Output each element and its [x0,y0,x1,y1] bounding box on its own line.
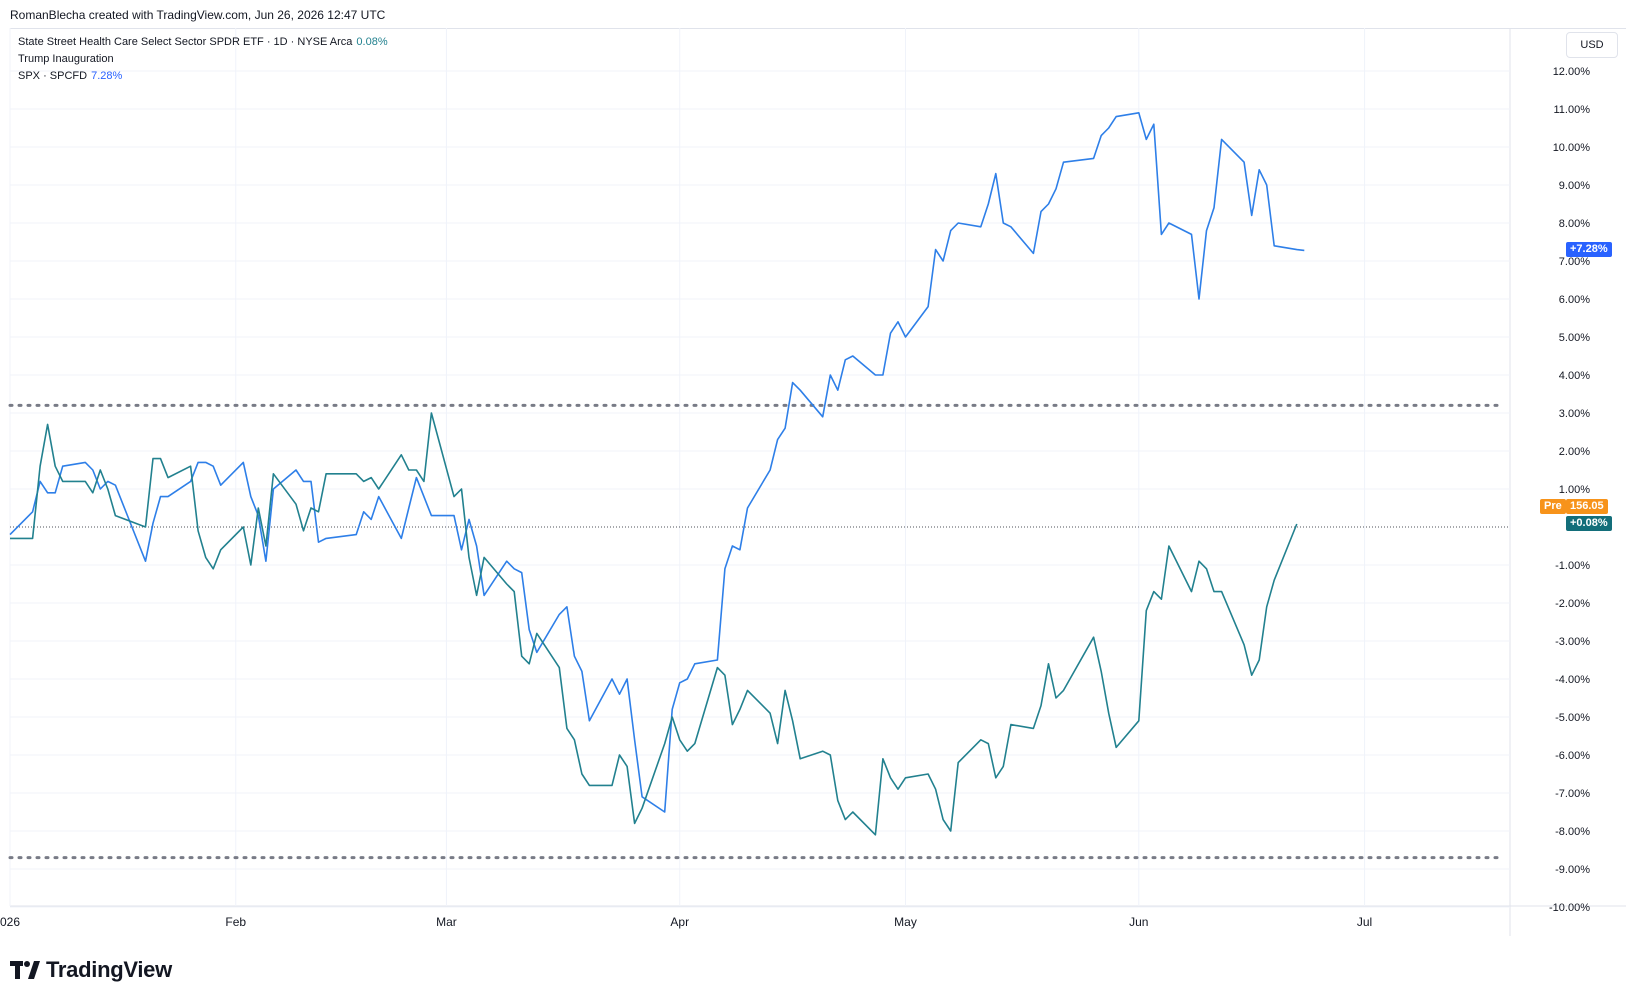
attribution-text: RomanBlecha created with TradingView.com… [10,8,386,22]
spx-last-value-tag: +7.28% [1566,242,1612,258]
y-tick-label: -5.00% [1555,712,1590,724]
legend-symbol-title: State Street Health Care Select Sector S… [18,36,353,48]
y-tick-label: 9.00% [1559,180,1590,192]
y-axis: 12.00% 11.00% 10.00% 9.00% 8.00% 7.00% 6.00% 5.… [1549,66,1590,914]
y-tick-label: -7.00% [1555,788,1590,800]
y-tick-label: 7.00% [1559,256,1590,268]
y-tick-label: -8.00% [1555,826,1590,838]
y-tick-label: 5.00% [1559,332,1590,344]
y-tick-label: -10.00% [1549,902,1590,914]
tradingview-logo-text: TradingView [46,957,172,982]
x-tick-label: Apr [670,915,689,929]
y-tick-label: 3.00% [1559,408,1590,420]
xlv-series-line [10,412,1298,836]
chart-frame[interactable] [10,28,1626,949]
series-lines [9,112,1305,836]
y-tick-label: -1.00% [1555,560,1590,572]
legend-annotation-row[interactable]: Trump Inauguration [18,51,388,68]
y-tick-label: 6.00% [1559,294,1590,306]
pre-market-price-tag: 156.05 [1566,498,1608,514]
legend-compare-value: 7.28% [91,70,123,82]
x-tick-label: Mar [436,915,457,929]
y-tick-label: -2.00% [1555,598,1590,610]
legend-symbol-row[interactable]: State Street Health Care Select Sector S… [18,34,388,51]
tradingview-logo[interactable]: TradingView [10,955,172,985]
legend: State Street Health Care Select Sector S… [18,34,388,85]
legend-symbol-value: 0.08% [356,36,388,48]
y-tick-label: 2.00% [1559,446,1590,458]
legend-compare-title: SPX · SPCFD [18,70,88,82]
x-axis: 026 Feb Mar Apr May Jun Jul [0,915,1372,929]
x-tick-label: May [894,915,917,929]
y-tick-label: 8.00% [1559,218,1590,230]
x-tick-label: 026 [0,915,20,929]
tradingview-logo-icon [10,959,40,981]
x-tick-label: Jun [1129,915,1148,929]
y-tick-label: 1.00% [1559,484,1590,496]
legend-annotation: Trump Inauguration [18,53,114,65]
currency-button[interactable]: USD [1566,32,1618,58]
spx-series-line [9,112,1305,813]
y-tick-label: -6.00% [1555,750,1590,762]
pre-market-label: Pre [1540,498,1566,514]
y-tick-label: 4.00% [1559,370,1590,382]
grid-lines [9,28,1626,936]
legend-compare-row[interactable]: SPX · SPCFD 7.28% [18,68,388,85]
horizontal-lines [8,403,1510,860]
y-tick-label: 12.00% [1553,66,1591,78]
y-tick-label: -3.00% [1555,636,1590,648]
y-tick-label: -4.00% [1555,674,1590,686]
y-tick-label: 10.00% [1553,142,1591,154]
y-tick-label: -9.00% [1555,864,1590,876]
x-tick-label: Jul [1357,915,1372,929]
y-tick-label: 11.00% [1554,104,1591,116]
xlv-last-value-tag: +0.08% [1566,515,1612,531]
x-tick-label: Feb [225,915,246,929]
